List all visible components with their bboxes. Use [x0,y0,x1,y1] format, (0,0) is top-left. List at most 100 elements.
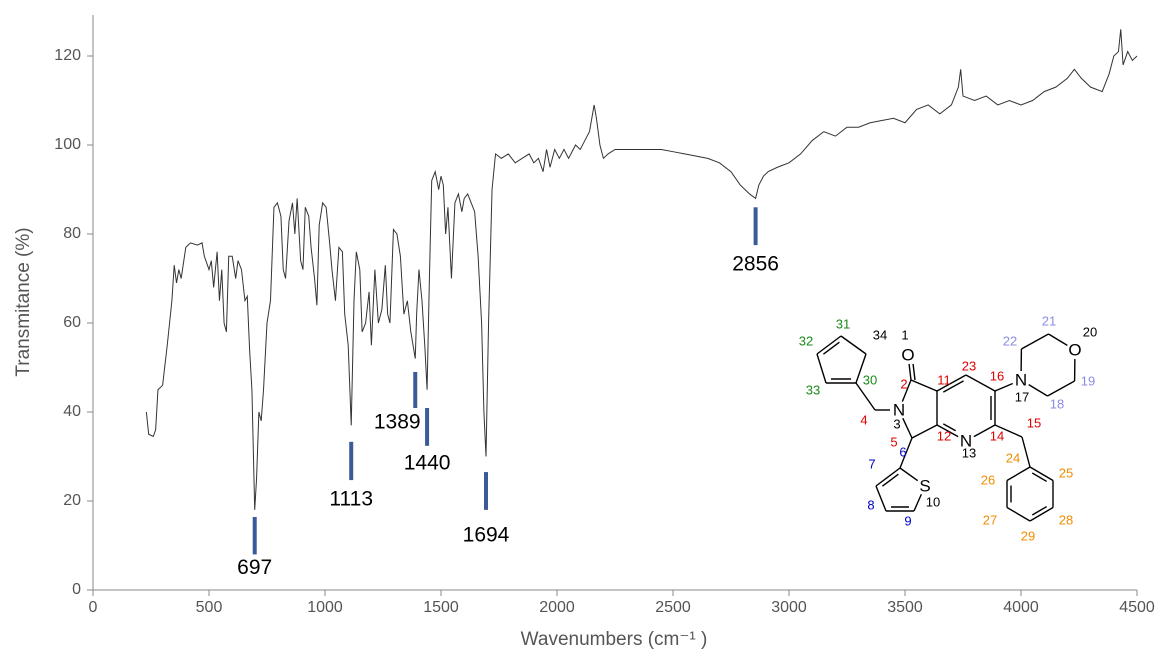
x-tick-label: 1000 [307,599,343,616]
bond [1031,505,1048,516]
bond [875,485,887,512]
bond [1021,436,1031,468]
bond [1031,472,1048,483]
bond [908,363,912,381]
atom-number: 17 [1015,389,1029,404]
atom-number: 1 [901,327,908,342]
bond [1029,506,1054,522]
y-tick-label: 40 [63,403,81,420]
bond [899,437,913,469]
atom-number: 30 [863,372,877,387]
atom-number: 20 [1083,324,1097,339]
y-tick-label: 20 [63,492,81,509]
atom-number: 34 [873,327,887,342]
atom-number: 13 [962,445,976,460]
atom-symbol: N [1015,370,1027,389]
atom-number: 2 [900,376,907,391]
bond [1048,333,1068,346]
bond [1047,380,1075,397]
bond [840,335,867,355]
atom-symbol: S [919,476,930,495]
y-tick-label: 120 [54,47,81,64]
atom-number: 31 [836,316,850,331]
peak-label: 697 [237,556,272,579]
bond [936,374,967,392]
atom-number: 21 [1042,313,1056,328]
bond [942,423,957,432]
atom-number: 26 [981,472,995,487]
peak-label: 1694 [463,523,510,546]
atom-number: 15 [1027,415,1041,430]
bond [913,493,923,512]
atom-number: 7 [868,456,875,471]
x-tick-label: 4000 [1003,599,1039,616]
atom-number: 19 [1081,373,1095,388]
bond [816,353,827,384]
atom-number: 24 [1006,450,1020,465]
bond [911,424,938,439]
bond [936,424,959,438]
atom-number: 29 [1021,528,1035,543]
y-tick-label: 0 [72,581,81,598]
atom-number: 32 [799,333,813,348]
bond [902,417,913,439]
x-tick-label: 3000 [771,599,807,616]
x-tick-label: 500 [196,599,223,616]
peak-label: 2856 [732,253,779,276]
bond [912,363,916,381]
bond [855,353,867,384]
bond [899,467,919,482]
y-tick-label: 100 [54,136,81,153]
x-tick-label: 3500 [887,599,923,616]
bond [855,382,876,411]
atom-number: 8 [867,497,874,512]
atom-number: 27 [983,512,997,527]
bond [816,335,842,355]
bond [1028,384,1048,397]
atom-symbol: O [901,345,914,364]
bond [1029,466,1054,482]
y-tick-label: 80 [63,225,81,242]
x-axis-title: Wavenumbers (cm⁻¹ ) [521,629,708,650]
atom-number: 16 [990,368,1004,383]
x-tick-label: 4500 [1119,599,1155,616]
spectrum-line [145,29,1138,510]
atom-number: 28 [1059,512,1073,527]
peak-label: 1113 [329,488,373,511]
atom-number: 10 [926,494,940,509]
bond [875,467,901,487]
atom-symbol: N [893,400,905,419]
x-tick-label: 2500 [655,599,691,616]
bond [973,424,996,438]
bond [1006,506,1031,522]
bond [942,380,964,393]
atom-number: 9 [904,513,911,528]
bond [901,379,912,402]
bond [1006,466,1031,482]
atom-number: 18 [1050,396,1064,411]
atom-number: 5 [890,434,897,449]
atom-number: 14 [990,428,1004,443]
atom-number: 12 [937,428,951,443]
bond [994,424,1023,438]
y-axis-title: Transmitance (%) [13,227,34,376]
bond [822,341,840,355]
atom-number: 22 [1003,333,1017,348]
atom-number: 33 [806,382,820,397]
peak-label: 1389 [374,411,421,434]
bond [881,473,899,487]
x-tick-label: 2000 [539,599,575,616]
atom-number: 25 [1059,465,1073,480]
bond [994,382,1013,392]
x-tick-label: 1500 [423,599,459,616]
x-tick-label: 0 [89,599,98,616]
atom-number: 23 [962,358,976,373]
peak-label: 1440 [404,451,451,474]
atom-symbol: O [1068,340,1081,359]
bond [1021,333,1049,350]
atom-symbol: N [960,431,972,450]
atom-number: 6 [899,444,906,459]
y-tick-label: 60 [63,314,81,331]
